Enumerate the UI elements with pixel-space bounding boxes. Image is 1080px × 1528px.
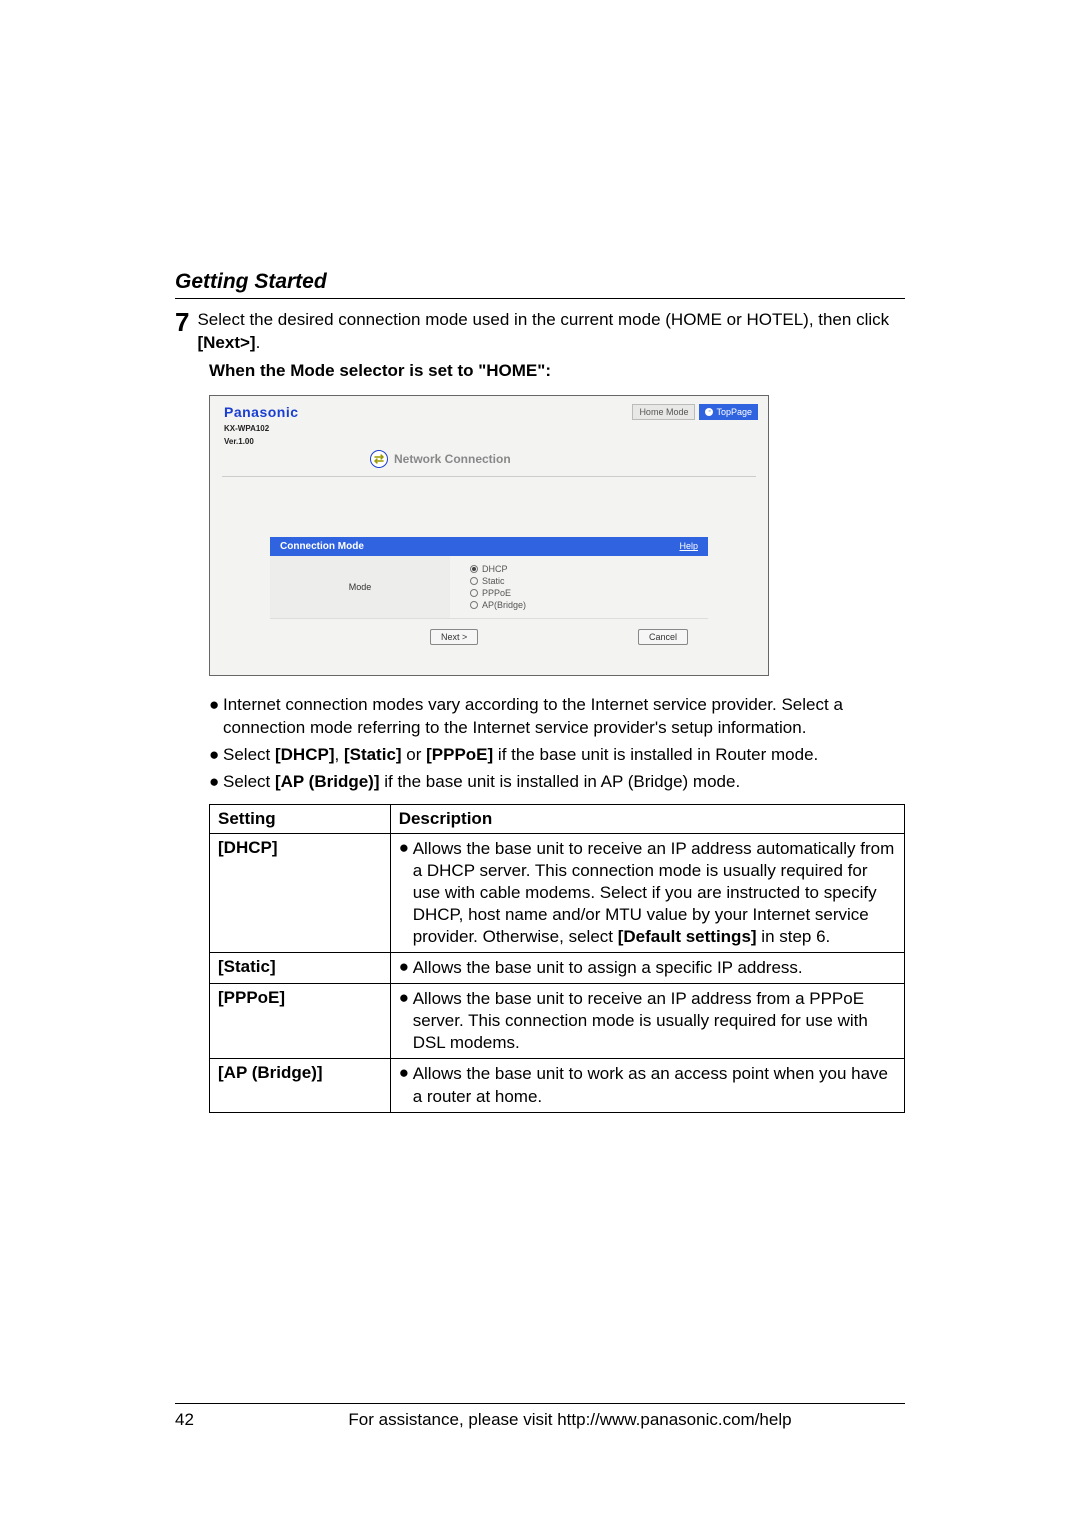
network-icon-glyph: ⇄ <box>374 452 384 466</box>
bullet-1: ● Internet connection modes vary accordi… <box>209 694 905 740</box>
title-rule <box>175 298 905 299</box>
b2f: [PPPoE] <box>426 745 493 764</box>
screenshot-title-row: ⇄ Network Connection <box>210 450 768 474</box>
radio-icon <box>470 565 478 573</box>
b2g: if the base unit is installed in Router … <box>493 745 818 764</box>
bullet-1-text: Internet connection modes vary according… <box>223 694 905 740</box>
b3a: Select <box>223 772 275 791</box>
cell-static-desc: ●Allows the base unit to assign a specif… <box>390 953 904 984</box>
step-row: 7 Select the desired connection mode use… <box>175 309 905 355</box>
th-description: Description <box>390 804 904 833</box>
connection-mode-bar: Connection Mode Help <box>270 537 708 556</box>
bullet-2-text: Select [DHCP], [Static] or [PPPoE] if th… <box>223 744 905 767</box>
bullet-2: ● Select [DHCP], [Static] or [PPPoE] if … <box>209 744 905 767</box>
radio-pppoe-label: PPPoE <box>482 588 511 598</box>
blank-space <box>210 477 768 537</box>
section-title: Getting Started <box>175 270 905 294</box>
radio-dhcp-label: DHCP <box>482 564 508 574</box>
model-line1: KX-WPA102 <box>224 424 299 433</box>
radio-icon <box>470 601 478 609</box>
step-text-c: . <box>256 333 261 352</box>
cell-dhcp-desc: ●Allows the base unit to receive an IP a… <box>390 833 904 952</box>
step-number: 7 <box>175 309 189 335</box>
bullet-icon: ● <box>399 957 413 979</box>
step-text-a: Select the desired connection mode used … <box>197 310 889 329</box>
bullet-icon: ● <box>209 744 223 767</box>
footer-text: For assistance, please visit http://www.… <box>235 1410 905 1430</box>
bullet-list: ● Internet connection modes vary accordi… <box>209 694 905 794</box>
mode-label: Mode <box>270 556 450 619</box>
next-button[interactable]: Next > <box>430 629 478 645</box>
radio-icon <box>470 589 478 597</box>
radio-icon <box>470 577 478 585</box>
screenshot-title: Network Connection <box>394 452 511 466</box>
bullet-icon: ● <box>209 694 223 740</box>
cell-ap-label: [AP (Bridge)] <box>210 1059 391 1112</box>
top-page-label: TopPage <box>716 407 752 417</box>
radio-static[interactable]: Static <box>470 576 688 586</box>
circle-icon: ◦ <box>705 408 713 416</box>
footer: 42 For assistance, please visit http://w… <box>175 1403 905 1430</box>
table-row: [Static] ●Allows the base unit to assign… <box>210 953 905 984</box>
mode-row: Mode DHCP Static PPPoE AP(Bridge) <box>270 556 708 619</box>
cell-pppoe-desc: ●Allows the base unit to receive an IP a… <box>390 984 904 1059</box>
bullet-icon: ● <box>399 838 413 948</box>
step-text-b: [Next>] <box>197 333 255 352</box>
pppoe-desc-text: Allows the base unit to receive an IP ad… <box>413 988 896 1054</box>
bullet-icon: ● <box>399 1063 413 1107</box>
bullet-icon: ● <box>209 771 223 794</box>
network-icon: ⇄ <box>370 450 388 468</box>
dhcp-b: [Default settings] <box>618 927 757 946</box>
ap-desc-text: Allows the base unit to work as an acces… <box>413 1063 896 1107</box>
top-page-button[interactable]: ◦ TopPage <box>699 404 758 420</box>
b2a: Select <box>223 745 275 764</box>
b3b: [AP (Bridge)] <box>275 772 380 791</box>
radio-ap-label: AP(Bridge) <box>482 600 526 610</box>
badge-group: Home Mode ◦ TopPage <box>632 404 758 420</box>
screenshot: Panasonic KX-WPA102 Ver.1.00 Home Mode ◦… <box>209 395 769 676</box>
bullet-icon: ● <box>399 988 413 1054</box>
screenshot-header: Panasonic KX-WPA102 Ver.1.00 Home Mode ◦… <box>210 396 768 450</box>
b2b: [DHCP] <box>275 745 335 764</box>
help-link[interactable]: Help <box>679 541 698 551</box>
connection-mode-label: Connection Mode <box>280 541 364 552</box>
table-row: [AP (Bridge)] ●Allows the base unit to w… <box>210 1059 905 1112</box>
static-desc-text: Allows the base unit to assign a specifi… <box>413 957 896 979</box>
home-mode-badge: Home Mode <box>632 404 695 420</box>
step-text: Select the desired connection mode used … <box>197 309 905 355</box>
brand-logo: Panasonic <box>224 404 299 420</box>
cell-dhcp-label: [DHCP] <box>210 833 391 952</box>
cell-pppoe-label: [PPPoE] <box>210 984 391 1059</box>
b3c: if the base unit is installed in AP (Bri… <box>380 772 741 791</box>
screenshot-container: Panasonic KX-WPA102 Ver.1.00 Home Mode ◦… <box>209 395 905 676</box>
cell-static-label: [Static] <box>210 953 391 984</box>
subheading: When the Mode selector is set to "HOME": <box>209 361 905 381</box>
bullet-3-text: Select [AP (Bridge)] if the base unit is… <box>223 771 905 794</box>
bullet-3: ● Select [AP (Bridge)] if the base unit … <box>209 771 905 794</box>
settings-table: Setting Description [DHCP] ●Allows the b… <box>209 804 905 1113</box>
radio-pppoe[interactable]: PPPoE <box>470 588 688 598</box>
model-line2: Ver.1.00 <box>224 437 299 446</box>
b2e: or <box>402 745 427 764</box>
b2d: [Static] <box>344 745 402 764</box>
cancel-button[interactable]: Cancel <box>638 629 688 645</box>
b2c: , <box>334 745 343 764</box>
mode-options: DHCP Static PPPoE AP(Bridge) <box>450 556 708 619</box>
dhcp-desc-text: Allows the base unit to receive an IP ad… <box>413 838 896 948</box>
table-row: [PPPoE] ●Allows the base unit to receive… <box>210 984 905 1059</box>
footer-row: 42 For assistance, please visit http://w… <box>175 1410 905 1430</box>
radio-dhcp[interactable]: DHCP <box>470 564 688 574</box>
cell-ap-desc: ●Allows the base unit to work as an acce… <box>390 1059 904 1112</box>
page-number: 42 <box>175 1410 235 1430</box>
dhcp-c: in step 6. <box>757 927 831 946</box>
page: Getting Started 7 Select the desired con… <box>0 0 1080 1528</box>
radio-static-label: Static <box>482 576 505 586</box>
footer-rule <box>175 1403 905 1404</box>
screenshot-brand-block: Panasonic KX-WPA102 Ver.1.00 <box>224 404 299 446</box>
radio-ap-bridge[interactable]: AP(Bridge) <box>470 600 688 610</box>
table-header-row: Setting Description <box>210 804 905 833</box>
screenshot-actions: Next > Cancel <box>210 619 768 675</box>
th-setting: Setting <box>210 804 391 833</box>
table-row: [DHCP] ●Allows the base unit to receive … <box>210 833 905 952</box>
